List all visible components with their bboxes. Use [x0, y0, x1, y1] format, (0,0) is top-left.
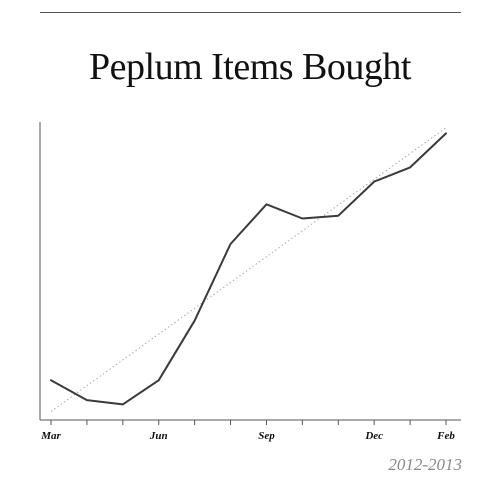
data-point [122, 403, 124, 405]
x-tick-label: Jun [149, 430, 168, 442]
x-axis-ticks [50, 420, 447, 425]
x-axis-tick-labels: Mar Jun Sep Dec Feb [40, 430, 455, 442]
trend-line [50, 127, 447, 412]
x-tick-label: Feb [436, 430, 455, 442]
series-group [50, 132, 447, 406]
chart-subtitle: 2012-2013 [388, 455, 462, 474]
data-point [194, 320, 196, 322]
x-tick-label: Sep [258, 430, 275, 442]
data-point [50, 379, 52, 381]
data-point [301, 217, 303, 219]
data-point [373, 181, 375, 183]
data-point [265, 203, 267, 205]
series-line [50, 132, 447, 406]
trend-line-group [50, 127, 447, 412]
chart-axes [39, 122, 461, 421]
data-point [86, 399, 88, 401]
data-point [445, 132, 447, 134]
chart-title: Peplum Items Bought [89, 46, 411, 88]
data-point [337, 215, 339, 217]
top-rule [40, 12, 461, 13]
x-tick-label: Dec [364, 430, 383, 442]
data-point [409, 166, 411, 168]
data-point [158, 379, 160, 381]
data-point [230, 243, 232, 245]
x-tick-label: Mar [40, 430, 61, 442]
